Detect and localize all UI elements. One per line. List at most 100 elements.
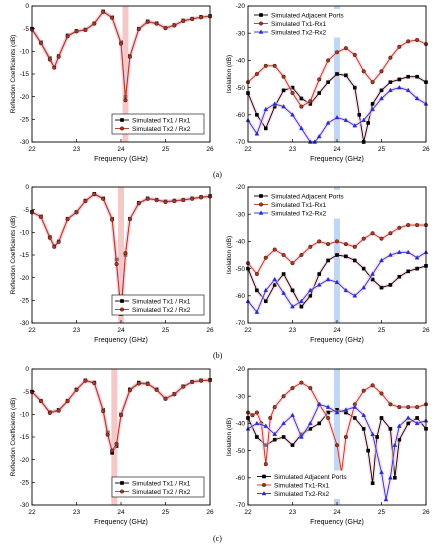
data-point-2 <box>308 244 313 249</box>
data-point-3 <box>352 123 358 128</box>
legend-label: Simulated Adjacent Ports <box>274 474 347 481</box>
y-tick-label: -70 <box>236 139 246 146</box>
data-point-3 <box>396 84 402 90</box>
x-axis-label: Frequency (GHz) <box>94 337 148 344</box>
y-tick-label: -40 <box>236 58 246 65</box>
data-point-3 <box>392 442 398 447</box>
y-tick-label: -30 <box>20 502 30 509</box>
data-point-3 <box>334 409 340 415</box>
data-point-2 <box>308 386 313 391</box>
y-axis-label: Isolation (dB) <box>226 418 233 456</box>
chart-isolation-c: 22 23 24 25 26 -20 -30 -40 -50 -60 -70 Frequency (G… <box>226 366 430 526</box>
x-tick-label: 26 <box>422 146 430 153</box>
x-tick-label: 23 <box>289 509 297 516</box>
legend-label: Simulated Tx1-Rx1 <box>271 202 327 209</box>
data-point-2 <box>199 15 204 20</box>
x-tick-label: 26 <box>206 509 214 516</box>
x-tick-label: 22 <box>244 327 252 334</box>
data-point-3 <box>370 271 375 276</box>
data-point-2 <box>406 39 411 44</box>
data-point-1 <box>370 102 375 106</box>
data-point-3 <box>254 309 260 314</box>
legend-marker <box>259 13 263 17</box>
data-point-2 <box>56 54 61 59</box>
data-point-2 <box>118 41 123 46</box>
data-point-2 <box>110 15 115 20</box>
data-point-3 <box>290 412 295 417</box>
data-point-2 <box>397 44 402 49</box>
data-point-3 <box>379 95 384 101</box>
data-point-2 <box>163 396 168 401</box>
data-point-1 <box>393 476 397 480</box>
x-tick-label: 25 <box>162 146 170 153</box>
data-point-3 <box>281 420 286 426</box>
data-point-2 <box>290 386 295 391</box>
legend-marker <box>119 489 124 494</box>
data-point-2 <box>361 388 366 393</box>
data-point-2 <box>299 380 304 385</box>
data-point-3 <box>299 125 304 131</box>
data-point-2 <box>361 236 366 241</box>
y-axis-label: Isolation (dB) <box>226 236 233 274</box>
data-point-2 <box>326 242 331 247</box>
data-point-2 <box>74 210 79 215</box>
legend-label: Simulated Tx2 / Rx2 <box>132 307 191 314</box>
legend: Simulated Adjacent Ports Simulated Tx1-Rx… <box>251 190 344 219</box>
legend-label: Simulated Tx2-Rx2 <box>271 29 327 36</box>
data-point-2 <box>127 388 132 393</box>
data-point-2 <box>317 77 322 82</box>
data-point-1 <box>255 112 259 117</box>
y-tick-label: -20 <box>20 94 30 101</box>
x-tick-label: 26 <box>422 327 430 334</box>
data-point-2 <box>343 435 348 440</box>
data-point-2 <box>127 54 132 59</box>
y-tick-label: -30 <box>20 139 30 146</box>
data-point-3 <box>325 276 331 282</box>
data-point-3 <box>263 106 269 112</box>
data-point-2 <box>379 236 384 241</box>
data-point-2 <box>56 408 61 413</box>
data-point-3 <box>254 420 260 426</box>
data-point-2 <box>136 381 141 386</box>
data-point-1 <box>353 258 357 263</box>
data-point-2 <box>52 65 57 70</box>
data-point-3 <box>379 257 384 263</box>
data-point-3 <box>405 87 411 93</box>
data-point-2 <box>254 272 259 277</box>
data-point-2 <box>397 405 402 410</box>
x-tick-label: 25 <box>162 327 170 334</box>
data-point-2 <box>379 69 384 74</box>
data-point-2 <box>343 46 348 51</box>
x-tick-label: 23 <box>73 327 81 334</box>
data-point-2 <box>343 242 348 247</box>
data-point-3 <box>254 131 260 136</box>
data-point-1 <box>415 416 419 420</box>
data-point-3 <box>316 401 322 407</box>
legend: Simulated Adjacent Ports Simulated Tx1-Rx… <box>251 9 344 38</box>
y-tick-label: 0 <box>25 3 29 10</box>
data-point-2 <box>263 462 268 467</box>
legend-marker <box>262 474 266 479</box>
caption-b: (b) <box>213 351 223 360</box>
data-point-2 <box>110 448 115 453</box>
y-tick-label: -30 <box>236 30 246 37</box>
data-point-3 <box>414 255 420 260</box>
data-point-2 <box>190 196 195 201</box>
data-point-1 <box>361 266 366 271</box>
x-tick-label: 26 <box>206 146 214 153</box>
data-point-2 <box>352 244 357 249</box>
data-point-1 <box>335 253 339 257</box>
data-point-1 <box>299 96 304 101</box>
chart-isolation-a: 22 23 24 25 26 -20 -30 -40 -50 -60 -70 Frequency (G… <box>226 3 430 163</box>
data-point-2 <box>406 223 411 228</box>
data-point-2 <box>352 52 357 57</box>
data-point-1 <box>353 416 357 420</box>
data-point-2 <box>317 239 322 244</box>
legend-label: Simulated Tx1 / Rx1 <box>132 480 191 487</box>
data-point-2 <box>47 57 52 62</box>
data-point-1 <box>361 427 366 431</box>
data-point-2 <box>361 69 366 74</box>
data-point-2 <box>38 41 43 46</box>
data-point-2 <box>56 239 61 244</box>
data-point-3 <box>290 112 295 117</box>
